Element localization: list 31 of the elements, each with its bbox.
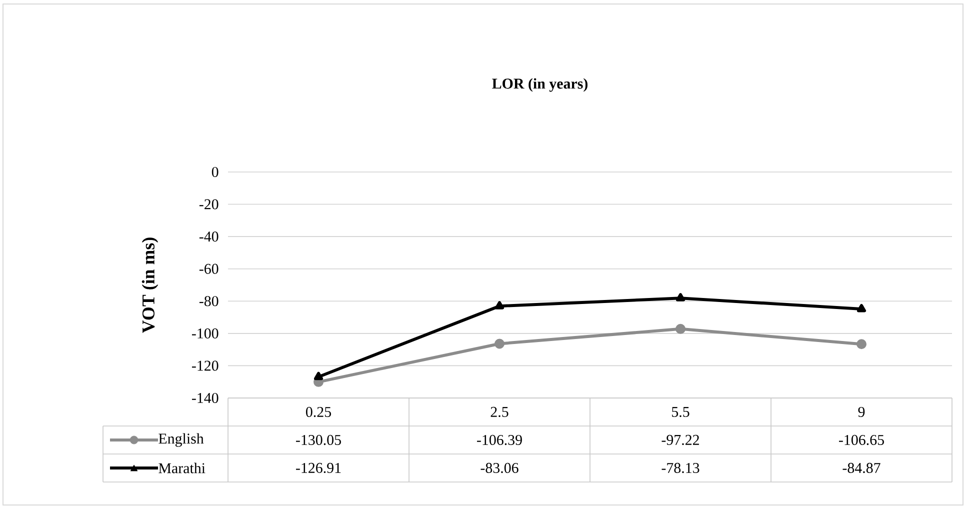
x-tick-label: 2.5 [490,406,508,418]
point [676,293,686,302]
point [856,304,866,312]
data-label: -130.05 [296,434,341,446]
y-tick-label: 0 [212,166,218,178]
y-tick-label: -120 [192,360,218,371]
data-label: -78.13 [662,462,700,474]
x-tick-label: 0.25 [306,406,331,418]
x-tick-label: 5.5 [672,406,690,417]
y-tick-label: -100 [192,328,218,338]
point [494,301,504,310]
y-tick-label: -140 [192,392,218,404]
data-label: -97.22 [662,434,699,446]
data-label: -106.39 [477,434,522,446]
point [314,372,324,380]
point [856,339,867,350]
x-tick-label: 9 [858,406,865,417]
y-tick-label: -60 [199,264,218,274]
data-label: -106.65 [839,434,884,446]
y-axis-title: VOT (in ms) [142,238,158,333]
point [494,338,505,349]
y-tick-label: -80 [199,296,218,306]
point [676,324,686,334]
y-tick-label: -40 [199,232,218,242]
data-label: -126.91 [296,462,341,474]
y-tick-label: -20 [199,199,218,210]
data-label: -83.06 [480,462,518,474]
legend-label: Marathi [158,462,206,474]
data-label: -84.87 [842,462,880,474]
chart-title: LOR (in years) [492,78,588,92]
legend-label: English [158,433,204,447]
